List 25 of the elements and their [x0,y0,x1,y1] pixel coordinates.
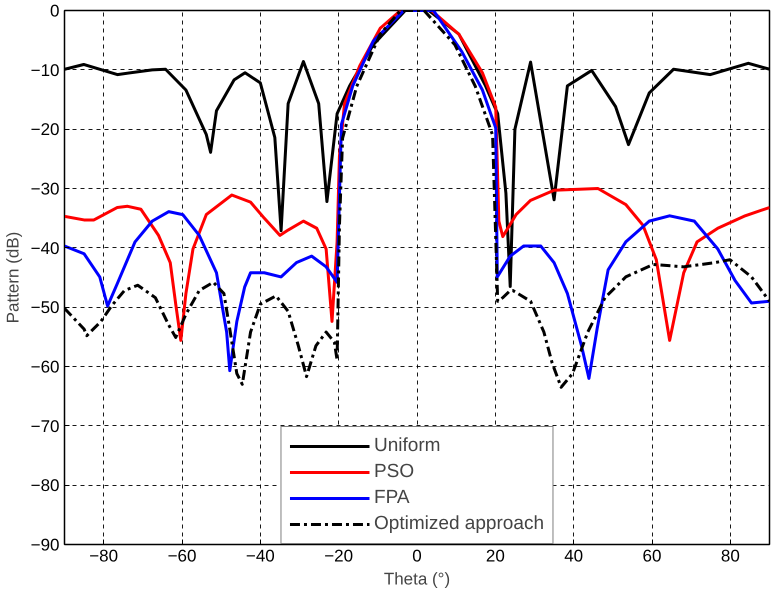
legend-label: PSO [374,461,414,483]
y-tick-label: 0 [50,2,60,20]
y-tick-label: −80 [30,476,60,496]
y-tick-label: −60 [30,358,60,376]
y-tick-label: −70 [30,416,60,436]
y-tick-label: −20 [30,120,60,140]
x-tick-label: −40 [246,546,275,566]
x-tick-label: −80 [89,546,118,566]
y-tick-label: −10 [30,60,60,80]
y-tick-label: −50 [30,298,60,318]
x-tick-label: 20 [486,546,505,566]
legend-label: Uniform [374,435,440,457]
x-tick-label: 60 [642,546,662,566]
y-tick-label: −30 [30,180,60,198]
x-axis-title: Theta (°) [384,570,450,588]
x-tick-label: 80 [720,546,740,566]
legend-label: Optimized approach [374,513,544,535]
y-axis-title: Pattern (dB) [4,232,23,324]
x-tick-label: −20 [324,546,354,566]
x-tick-label: 40 [564,546,584,566]
legend-label: FPA [374,487,410,509]
x-tick-label: 0 [412,546,422,566]
x-tick-label: −60 [168,546,196,566]
y-tick-label: −40 [30,238,60,258]
y-tick-label: −90 [30,536,60,554]
